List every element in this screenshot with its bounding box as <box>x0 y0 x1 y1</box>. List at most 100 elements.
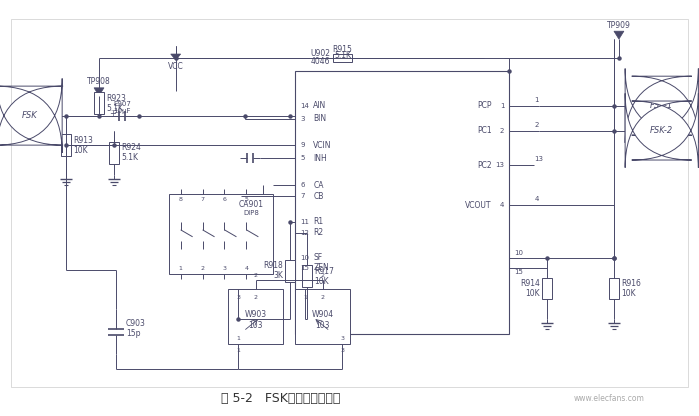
Text: 103: 103 <box>315 321 330 330</box>
Text: 10: 10 <box>514 250 524 256</box>
Text: 图 5-2   FSK信号解调电路图: 图 5-2 FSK信号解调电路图 <box>221 392 340 405</box>
Text: 2: 2 <box>254 273 258 278</box>
Bar <box>11 19 688 387</box>
Text: PCP: PCP <box>477 101 491 110</box>
Text: 5.1K: 5.1K <box>106 104 123 113</box>
Text: INH: INH <box>313 154 327 163</box>
Text: 5: 5 <box>245 197 248 202</box>
Text: TP908: TP908 <box>87 77 111 87</box>
Text: SF: SF <box>313 253 322 262</box>
Bar <box>168 194 273 274</box>
Text: 10μF: 10μF <box>114 108 131 114</box>
Text: 11: 11 <box>300 219 309 225</box>
Text: R916: R916 <box>621 279 641 288</box>
Text: FSK-2: FSK-2 <box>650 126 673 135</box>
Text: 4046: 4046 <box>310 57 330 67</box>
Text: www.elecfans.com: www.elecfans.com <box>573 394 644 403</box>
Polygon shape <box>94 88 104 96</box>
Bar <box>542 277 552 300</box>
Text: 10K: 10K <box>621 289 635 298</box>
Text: VCC: VCC <box>168 62 184 72</box>
Text: R924: R924 <box>121 144 140 152</box>
Text: R917: R917 <box>314 267 334 275</box>
Text: 5.1K: 5.1K <box>334 50 351 59</box>
Text: +: + <box>110 109 116 118</box>
Text: 3: 3 <box>236 295 240 300</box>
Text: 2: 2 <box>534 121 539 128</box>
Text: PC1: PC1 <box>477 126 491 135</box>
Text: 2: 2 <box>321 273 324 278</box>
Bar <box>609 277 619 300</box>
Text: DIP8: DIP8 <box>243 210 259 216</box>
Text: 15: 15 <box>300 265 309 270</box>
Text: CA: CA <box>313 181 324 190</box>
Polygon shape <box>614 31 624 39</box>
Bar <box>229 290 283 344</box>
Text: CA901: CA901 <box>239 200 264 208</box>
Bar <box>285 260 295 282</box>
Text: 2: 2 <box>321 295 324 300</box>
Text: R923: R923 <box>106 94 126 103</box>
Text: 9: 9 <box>300 142 305 149</box>
Text: R914: R914 <box>520 279 540 288</box>
Text: 13: 13 <box>534 156 543 162</box>
Text: R2: R2 <box>313 228 323 238</box>
Text: 15: 15 <box>514 269 524 275</box>
Text: 12: 12 <box>300 230 309 236</box>
Text: 4: 4 <box>534 196 539 202</box>
Text: VCOUT: VCOUT <box>465 201 491 210</box>
Text: PC2: PC2 <box>477 161 491 170</box>
Text: FSK: FSK <box>22 111 37 120</box>
Text: 5: 5 <box>300 155 305 161</box>
Text: 15p: 15p <box>126 329 140 338</box>
Bar <box>295 71 510 334</box>
Bar <box>61 134 71 156</box>
Text: 1: 1 <box>236 347 240 352</box>
Text: 7: 7 <box>201 197 205 202</box>
Bar <box>333 54 352 62</box>
Text: FSK-1: FSK-1 <box>650 101 673 110</box>
Text: 2: 2 <box>254 295 258 300</box>
Text: 10K: 10K <box>314 277 329 285</box>
Text: 5.1K: 5.1K <box>121 154 138 162</box>
Text: 3: 3 <box>340 336 344 341</box>
Text: 10K: 10K <box>73 146 88 155</box>
Text: BIN: BIN <box>313 114 326 123</box>
Text: 1: 1 <box>534 97 539 103</box>
Text: 3: 3 <box>222 266 226 271</box>
Bar <box>302 265 312 287</box>
Text: C903: C903 <box>126 319 146 328</box>
Text: AIN: AIN <box>313 101 326 110</box>
Text: 2: 2 <box>201 266 205 271</box>
Bar <box>94 92 104 114</box>
Text: 13: 13 <box>496 162 505 168</box>
Text: 14: 14 <box>300 103 309 109</box>
Polygon shape <box>171 54 180 60</box>
Text: CB: CB <box>313 192 324 201</box>
Text: 3: 3 <box>300 116 305 121</box>
Text: VCIN: VCIN <box>313 141 331 150</box>
Text: 6: 6 <box>300 182 305 188</box>
Text: 3: 3 <box>340 347 344 352</box>
Text: ZEN: ZEN <box>313 263 329 272</box>
Text: 6: 6 <box>222 197 226 202</box>
Text: E907: E907 <box>113 101 131 106</box>
Text: R915: R915 <box>333 45 352 54</box>
Text: U902: U902 <box>310 49 330 57</box>
Text: 1: 1 <box>303 295 307 300</box>
Bar <box>295 290 350 344</box>
Text: W903: W903 <box>245 310 267 319</box>
Text: R913: R913 <box>73 136 93 145</box>
Text: 4: 4 <box>500 202 505 208</box>
Text: 1: 1 <box>500 103 505 109</box>
Bar <box>109 142 119 164</box>
Text: 2: 2 <box>500 128 505 134</box>
Text: W904: W904 <box>312 310 333 319</box>
Text: 1: 1 <box>179 266 182 271</box>
Text: 10: 10 <box>300 255 309 261</box>
Text: R918: R918 <box>264 261 283 270</box>
Text: 7: 7 <box>300 193 305 199</box>
Text: R1: R1 <box>313 218 323 226</box>
Text: 1: 1 <box>236 336 240 341</box>
Text: 10K: 10K <box>526 289 540 298</box>
